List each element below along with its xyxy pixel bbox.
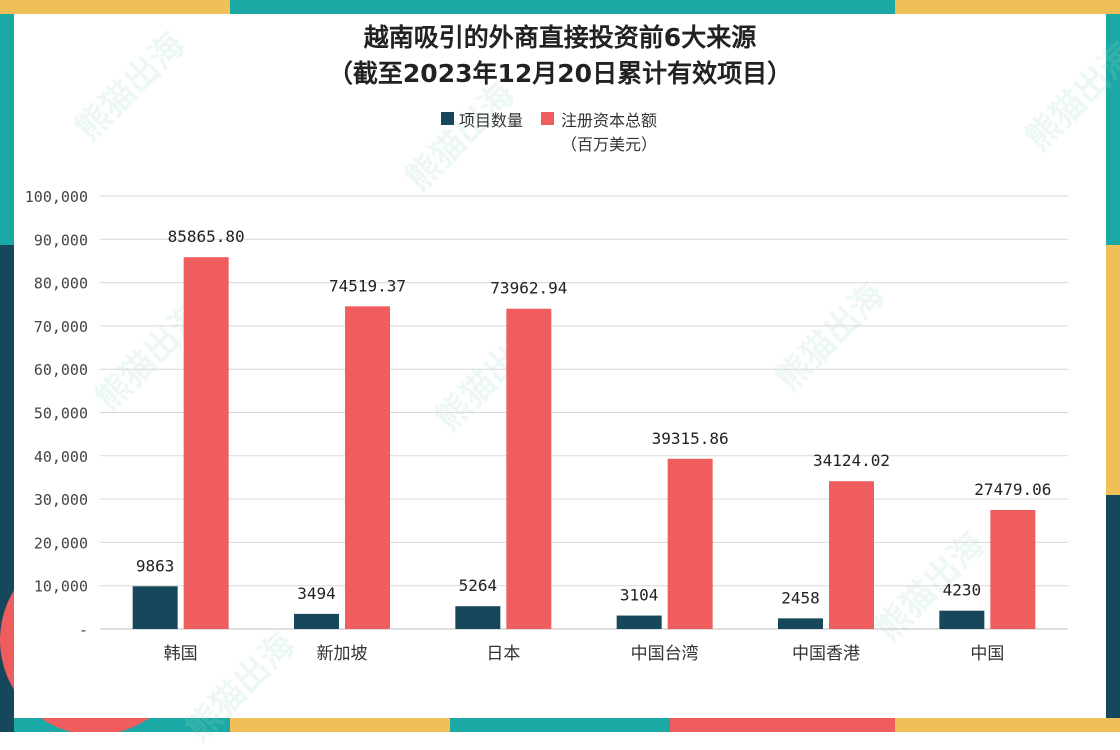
y-tick-label: 30,000 — [34, 491, 88, 509]
bar-project-count — [132, 586, 178, 629]
legend-label-capital: 注册资本总额 — [561, 111, 658, 130]
y-tick-label: 60,000 — [34, 361, 88, 379]
chart-title: 越南吸引的外商直接投资前6大来源 — [363, 23, 757, 52]
bar-registered-capital — [990, 510, 1036, 629]
bar-registered-capital — [183, 257, 229, 629]
y-tick-label: 100,000 — [25, 188, 88, 206]
legend-sublabel-capital: （百万美元） — [561, 135, 658, 154]
y-tick-label: 40,000 — [34, 448, 88, 466]
legend-swatch-capital — [541, 112, 554, 125]
x-category-label: 韩国 — [164, 644, 198, 664]
y-tick-label: 90,000 — [34, 231, 88, 249]
y-tick-label: 10,000 — [34, 578, 88, 596]
data-label-registered-capital: 27479.06 — [974, 480, 1051, 499]
data-label-project-count: 4230 — [943, 581, 982, 600]
bar-project-count — [778, 618, 823, 629]
bar-project-count — [616, 615, 662, 629]
data-label-project-count: 3494 — [297, 584, 336, 603]
chart-subtitle: （截至2023年12月20日累计有效项目） — [327, 59, 793, 88]
data-label-project-count: 5264 — [459, 576, 498, 595]
bar-project-count — [294, 613, 339, 629]
y-tick-label: 70,000 — [34, 318, 88, 336]
x-category-label: 日本 — [486, 644, 520, 664]
bar-registered-capital — [345, 306, 390, 629]
data-label-project-count: 9863 — [136, 556, 175, 575]
bar-chart: - 10,000 20,000 30,000 40,000 50,000 60,000 70,… — [25, 188, 1068, 664]
bar-project-count — [455, 606, 501, 629]
data-label-registered-capital: 39315.86 — [652, 429, 729, 448]
data-label-project-count: 3104 — [620, 586, 659, 605]
data-label-project-count: 2458 — [781, 588, 820, 607]
y-tick-label: 50,000 — [34, 405, 88, 423]
data-label-registered-capital: 85865.80 — [168, 227, 245, 246]
data-label-registered-capital: 74519.37 — [329, 276, 406, 295]
x-category-label: 中国台湾 — [631, 644, 699, 664]
x-category-label: 中国香港 — [792, 644, 860, 664]
y-tick-label: - — [79, 621, 88, 639]
bar-registered-capital — [506, 308, 552, 629]
x-category-label: 新加坡 — [317, 644, 368, 664]
data-label-registered-capital: 73962.94 — [490, 279, 567, 298]
bar-registered-capital — [667, 458, 713, 629]
bar-registered-capital — [829, 481, 874, 629]
legend-swatch-count — [441, 112, 454, 125]
y-tick-label: 80,000 — [34, 275, 88, 293]
legend-label-count: 项目数量 — [459, 111, 524, 130]
x-category-label: 中国 — [970, 644, 1004, 664]
data-label-registered-capital: 34124.02 — [813, 451, 890, 470]
y-tick-label: 20,000 — [34, 534, 88, 552]
bar-project-count — [939, 610, 985, 629]
